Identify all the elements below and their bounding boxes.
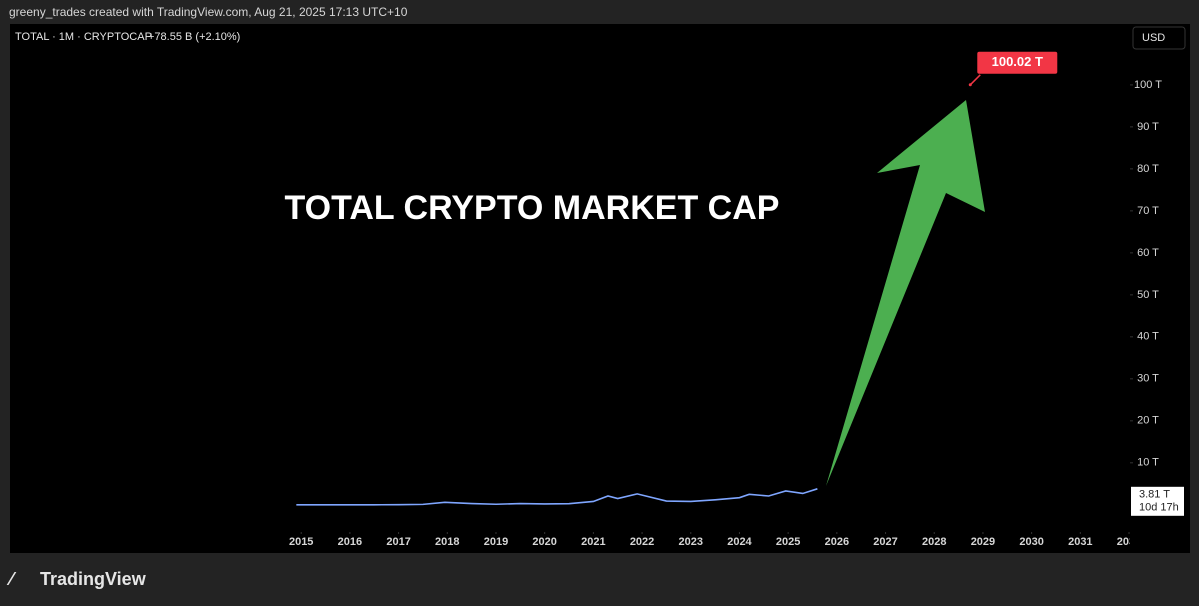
x-tick-label: 2017: [386, 536, 410, 548]
logo-icon: ⁄: [6, 569, 17, 589]
x-tick-label: 2029: [971, 536, 995, 548]
x-tick-label: 2024: [727, 536, 752, 548]
x-tick-label: 2031: [1068, 536, 1092, 548]
axis: 10 T 20 T 30 T 40 T 50 T 60 T 70 T 80 T 90 T 100 …: [1130, 79, 1184, 516]
countdown: 10d 17h: [1139, 502, 1179, 514]
target-label: 100.02 T: [992, 54, 1043, 69]
x-tick-label: 2023: [679, 536, 703, 548]
y-tick-label: 20 T: [1137, 415, 1159, 427]
chart-title: TOTAL CRYPTO MARKET CAP: [285, 189, 780, 227]
last-price-box: [1131, 486, 1184, 516]
x-tick-label: 2015: [289, 536, 313, 548]
x-tick-label: 2028: [922, 536, 946, 548]
change: +78.55 B (+2.10%): [148, 31, 240, 43]
y-tick-label: 40 T: [1137, 331, 1159, 343]
x-tick-label: 2032: [1117, 536, 1141, 548]
chart-area: [10, 24, 1190, 553]
x-tick-label: 2026: [825, 536, 849, 548]
symbol: TOTAL · 1M · CRYPTOCAP: [15, 31, 152, 43]
y-tick-label: 90 T: [1137, 121, 1159, 133]
y-tick-label: 30 T: [1137, 373, 1159, 385]
currency-button[interactable]: [1132, 26, 1186, 50]
last-price-label: 3.81 T: [1139, 489, 1170, 501]
y-tick-label: 60 T: [1137, 247, 1159, 259]
y-tick-label: 10 T: [1137, 457, 1159, 469]
y-tick-label: 70 T: [1137, 205, 1159, 217]
x-tick-label: 2016: [338, 536, 362, 548]
x-tick-label: 2018: [435, 536, 459, 548]
x-tick-label: 2025: [776, 536, 800, 548]
plot: 2015 2016 2017 2018 2019 2020 2021 2022 2023 2024…: [289, 51, 1141, 548]
x-tick-label: 2030: [1019, 536, 1043, 548]
series-line: [296, 488, 818, 506]
target-box: [977, 51, 1058, 74]
y-tick-label: 80 T: [1137, 163, 1159, 175]
header: greeny_trades created with TradingView.c…: [9, 5, 408, 19]
x-tick-label: 2019: [484, 536, 508, 548]
y-tick-label: 100 T: [1134, 79, 1162, 91]
x-tick-label: 2021: [581, 536, 605, 548]
footer: TradingView: [40, 569, 147, 589]
currency[interactable]: USD: [1142, 32, 1165, 44]
x-tick-label: 2020: [532, 536, 556, 548]
arrow: [826, 100, 985, 486]
x-tick-label: 2027: [873, 536, 897, 548]
y-tick-label: 50 T: [1137, 289, 1159, 301]
logo: ⁄ TradingView: [6, 569, 147, 589]
x-tick-label: 2022: [630, 536, 654, 548]
target-leader: [969, 74, 981, 86]
